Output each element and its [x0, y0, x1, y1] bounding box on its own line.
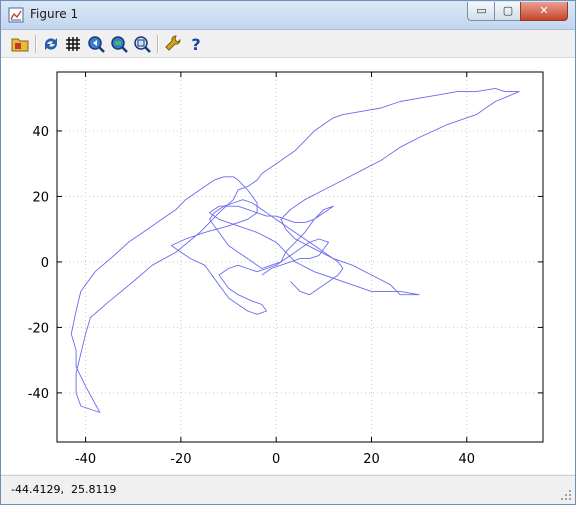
y-tick-label: -40	[28, 387, 49, 402]
open-folder-button[interactable]	[10, 34, 30, 54]
close-button[interactable]: ✕	[520, 2, 568, 21]
x-tick-label: -20	[170, 452, 191, 467]
settings-wrench-icon	[165, 35, 181, 51]
y-tick-label: 20	[32, 190, 49, 205]
toolbar-separator	[157, 35, 159, 53]
title-bar[interactable]: Figure 1 ▭ ▢ ✕	[1, 1, 575, 30]
zoom-out-icon	[111, 36, 128, 53]
refresh-button[interactable]	[41, 34, 61, 54]
maximize-button[interactable]: ▢	[494, 2, 522, 21]
window-title: Figure 1	[30, 7, 79, 21]
zoom-fit-icon	[134, 36, 151, 53]
grid-icon	[66, 37, 80, 51]
cursor-coordinates: -44.4129, 25.8119	[11, 483, 117, 496]
zoom-in-button[interactable]	[86, 34, 106, 54]
plot-background	[57, 72, 543, 442]
status-bar: -44.4129, 25.8119	[1, 475, 575, 504]
x-tick-label: 40	[458, 452, 475, 467]
svg-text:?: ?	[191, 35, 200, 54]
series-line-1	[70, 87, 520, 413]
minimize-button[interactable]: ▭	[467, 2, 496, 21]
line-chart[interactable]: -40 -20 0 20 40 -40 -20 0 20 40	[1, 58, 575, 474]
y-tick-label: 40	[32, 125, 49, 140]
open-folder-icon	[11, 38, 29, 52]
settings-button[interactable]	[163, 34, 183, 54]
y-tick-label: -20	[28, 321, 49, 336]
plot-frame	[56, 71, 544, 443]
x-tick-label: -40	[75, 452, 96, 467]
grid-button[interactable]	[63, 34, 83, 54]
refresh-icon	[45, 38, 57, 50]
zoom-in-icon	[88, 36, 105, 53]
resize-grip-icon[interactable]	[560, 489, 572, 501]
zoom-out-button[interactable]	[109, 34, 129, 54]
help-icon: ?	[191, 35, 200, 54]
x-tick-label: 20	[363, 452, 380, 467]
figure-app-icon	[8, 7, 24, 23]
zoom-fit-button[interactable]	[132, 34, 152, 54]
plot-area[interactable]: -40 -20 0 20 40 -40 -20 0 20 40	[1, 58, 575, 474]
series-line-2	[209, 199, 344, 296]
toolbar-separator	[35, 35, 37, 53]
help-button[interactable]: ?	[186, 34, 206, 54]
x-tick-label: 0	[272, 452, 280, 467]
toolbar: ?	[1, 30, 575, 58]
y-tick-label: 0	[41, 256, 49, 271]
